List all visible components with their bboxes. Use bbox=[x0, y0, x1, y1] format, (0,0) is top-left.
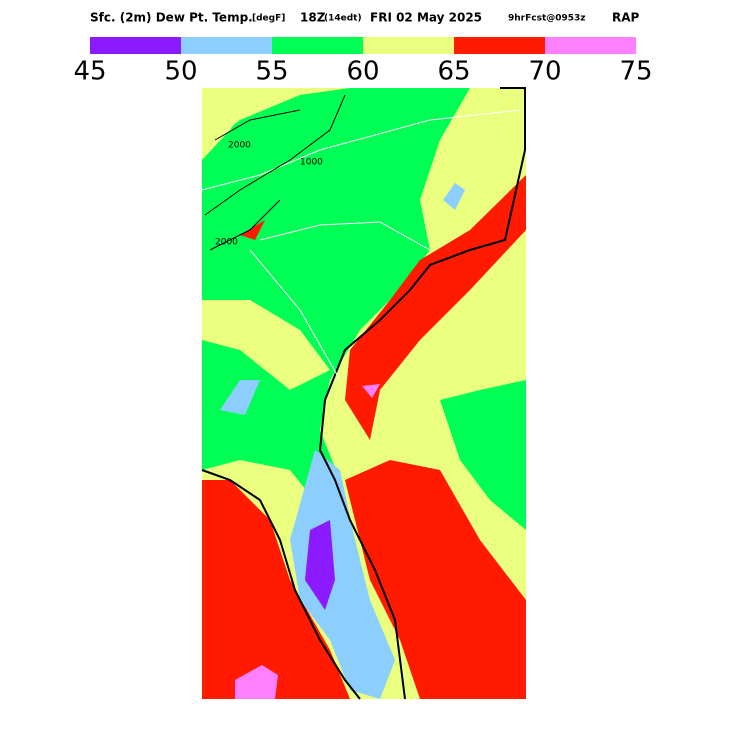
colorbar-label: 75 bbox=[619, 57, 652, 87]
valid-time: 18Z bbox=[300, 11, 326, 25]
colorbar-label: 65 bbox=[437, 57, 470, 87]
terrain-contours bbox=[204, 94, 346, 251]
colorbar-swatch bbox=[454, 37, 545, 54]
dewpoint-65-region bbox=[345, 460, 526, 699]
colorbar-label: 55 bbox=[255, 57, 288, 87]
map: 2000 1000 2000 bbox=[201, 87, 526, 700]
colorbar: 45 50 55 60 65 70 75 bbox=[73, 37, 653, 87]
colorbar-swatch bbox=[181, 37, 272, 54]
colorbar-swatch bbox=[363, 37, 454, 54]
contour-label: 2000 bbox=[215, 238, 238, 248]
coastline bbox=[318, 87, 526, 700]
dewpoint-50-region bbox=[290, 450, 395, 699]
dewpoint-55-region bbox=[440, 380, 526, 530]
colorbar-swatch bbox=[272, 37, 363, 54]
colorbar-swatch bbox=[545, 37, 636, 54]
colorbar-label: 60 bbox=[346, 57, 379, 87]
colorbar-label: 50 bbox=[164, 57, 197, 87]
dewpoint-70-region bbox=[362, 384, 380, 398]
forecast: 9hrFcst@0953z bbox=[508, 14, 586, 24]
contour-label: 2000 bbox=[228, 141, 251, 151]
dewpoint-45-region bbox=[305, 520, 335, 610]
units: [degF] bbox=[252, 14, 285, 24]
dewpoint-55-region bbox=[202, 88, 470, 560]
title: Sfc. (2m) Dew Pt. Temp. bbox=[90, 11, 253, 25]
dewpoint-50-region bbox=[443, 183, 465, 210]
coastline bbox=[201, 469, 361, 700]
colorbar-label: 45 bbox=[73, 57, 106, 87]
dewpoint-60-region bbox=[202, 300, 330, 390]
model: RAP bbox=[612, 11, 640, 25]
dewpoint-70-region bbox=[235, 665, 278, 699]
dewpoint-65-region bbox=[202, 480, 350, 699]
header: Sfc. (2m) Dew Pt. Temp. [degF] 18Z (14ed… bbox=[90, 11, 640, 25]
dewpoint-65-region bbox=[240, 220, 265, 240]
dewpoint-50-region bbox=[220, 380, 260, 415]
colorbar-label: 70 bbox=[528, 57, 561, 87]
dewpoint-60-region bbox=[202, 88, 260, 160]
date: FRI 02 May 2025 bbox=[370, 11, 482, 25]
contour-label: 1000 bbox=[300, 158, 323, 168]
colorbar-swatch bbox=[90, 37, 181, 54]
state-borders bbox=[201, 109, 521, 381]
local-time: (14edt) bbox=[324, 14, 362, 24]
dewpoint-65-region bbox=[345, 175, 526, 440]
